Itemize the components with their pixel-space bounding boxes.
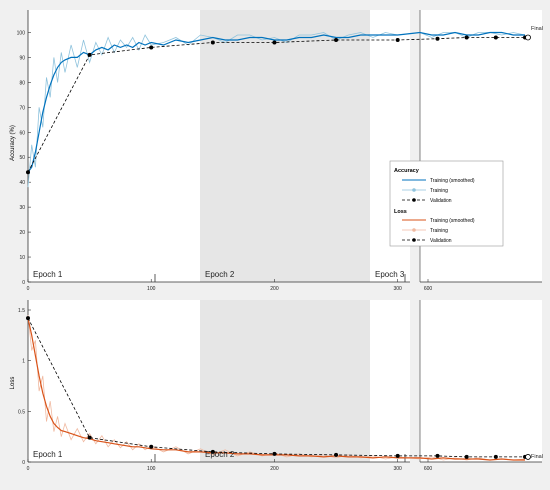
accuracy-y-tick-label: 60 (19, 130, 25, 136)
legend-accuracy-validation-marker (412, 198, 416, 202)
accuracy-validation-point (87, 52, 92, 57)
loss-final-plot-area (420, 300, 542, 462)
accuracy-validation-point (493, 35, 498, 40)
accuracy-final-label: Final (531, 26, 543, 32)
legend-accuracy-training-marker (412, 188, 416, 192)
accuracy-epoch-band-1 (200, 10, 370, 282)
accuracy-validation-line (27, 37, 525, 173)
loss-x-tick-label: 600 (424, 466, 433, 472)
accuracy-y-tick-label: 30 (19, 205, 25, 211)
loss-panel: 0 0.5 1 1.5 0 100 200 300 600 (18, 300, 542, 472)
loss-validation-point (149, 444, 154, 449)
loss-epoch-2-label: Epoch 2 (205, 450, 235, 459)
loss-epoch-1-label: Epoch 1 (33, 450, 63, 459)
loss-validation-point (272, 451, 277, 456)
accuracy-y-tick-label: 70 (19, 105, 25, 111)
loss-validation-point (464, 454, 469, 459)
accuracy-epoch-2-label: Epoch 2 (205, 270, 235, 279)
accuracy-y-tick-label: 20 (19, 230, 25, 236)
loss-y-tick-label: 0 (22, 460, 25, 466)
accuracy-x-tick-label: 200 (270, 286, 279, 292)
legend-loss-validation-marker (412, 238, 416, 242)
loss-y-tick-label: 0.5 (18, 409, 25, 415)
accuracy-validation-point (464, 35, 469, 40)
legend-accuracy-smoothed-label: Training (smoothed) (430, 178, 475, 184)
loss-y-tick-label: 1.5 (18, 308, 25, 314)
legend-loss-training-marker (412, 228, 416, 232)
legend-loss-title: Loss (394, 209, 407, 215)
loss-validation-point (395, 453, 400, 458)
accuracy-x-tick-label: 100 (147, 286, 156, 292)
loss-training-smoothed-line (27, 317, 525, 461)
accuracy-y-tick-label: 80 (19, 80, 25, 86)
loss-validation-point (334, 452, 339, 457)
accuracy-y-tick-label: 10 (19, 255, 25, 261)
accuracy-validation-point (334, 37, 339, 42)
loss-x-tick-label: 300 (394, 466, 403, 472)
legend-loss-smoothed-label: Training (smoothed) (430, 218, 475, 224)
accuracy-epoch-1-label: Epoch 1 (33, 270, 63, 279)
accuracy-validation-point (395, 37, 400, 42)
legend-loss-training-label: Training (430, 228, 448, 234)
accuracy-validation-point (26, 170, 30, 175)
loss-training-line (27, 315, 526, 461)
accuracy-validation-point (435, 36, 440, 41)
loss-validation-point (87, 435, 92, 440)
accuracy-y-tick-label: 90 (19, 55, 25, 61)
legend-accuracy-validation-label: Validation (430, 198, 452, 204)
accuracy-y-tick-label: 100 (17, 30, 26, 36)
legend-loss-validation-label: Validation (430, 238, 452, 244)
loss-validation-point (210, 449, 215, 454)
loss-final-label: Final (531, 454, 543, 460)
loss-y-tick-label: 1 (22, 359, 25, 365)
loss-x-tick-label: 200 (270, 466, 279, 472)
accuracy-y-tick-label: 0 (22, 280, 25, 286)
legend: Accuracy Training (smoothed) Training Va… (389, 160, 504, 247)
accuracy-panel: 0 10 20 30 40 50 60 70 80 90 100 0 100 200 300 600 (17, 10, 542, 292)
accuracy-final-point (525, 34, 531, 41)
loss-x-tick-label: 0 (27, 466, 30, 472)
loss-validation-point (435, 453, 440, 458)
accuracy-training-smoothed-line (27, 31, 525, 173)
accuracy-y-axis-label: Accuracy (%) (10, 125, 16, 161)
accuracy-x-tick-label: 600 (424, 286, 433, 292)
accuracy-validation-point (210, 40, 215, 45)
legend-accuracy-title: Accuracy (394, 168, 420, 174)
accuracy-validation-point (272, 40, 277, 45)
loss-y-axis-label: Loss (10, 377, 16, 390)
loss-validation-point (493, 454, 498, 459)
accuracy-x-tick-label: 300 (394, 286, 403, 292)
accuracy-validation-point (149, 45, 154, 50)
legend-box (389, 160, 504, 247)
loss-epoch-band-1 (200, 300, 370, 462)
legend-accuracy-training-label: Training (430, 188, 448, 194)
accuracy-x-tick-label: 0 (27, 286, 30, 292)
loss-final-point (525, 454, 531, 460)
accuracy-y-tick-label: 40 (19, 180, 25, 186)
loss-x-tick-label: 100 (147, 466, 156, 472)
loss-validation-point (26, 316, 30, 321)
accuracy-epoch-3-label: Epoch 3 (375, 270, 405, 279)
accuracy-y-tick-label: 50 (19, 155, 25, 161)
